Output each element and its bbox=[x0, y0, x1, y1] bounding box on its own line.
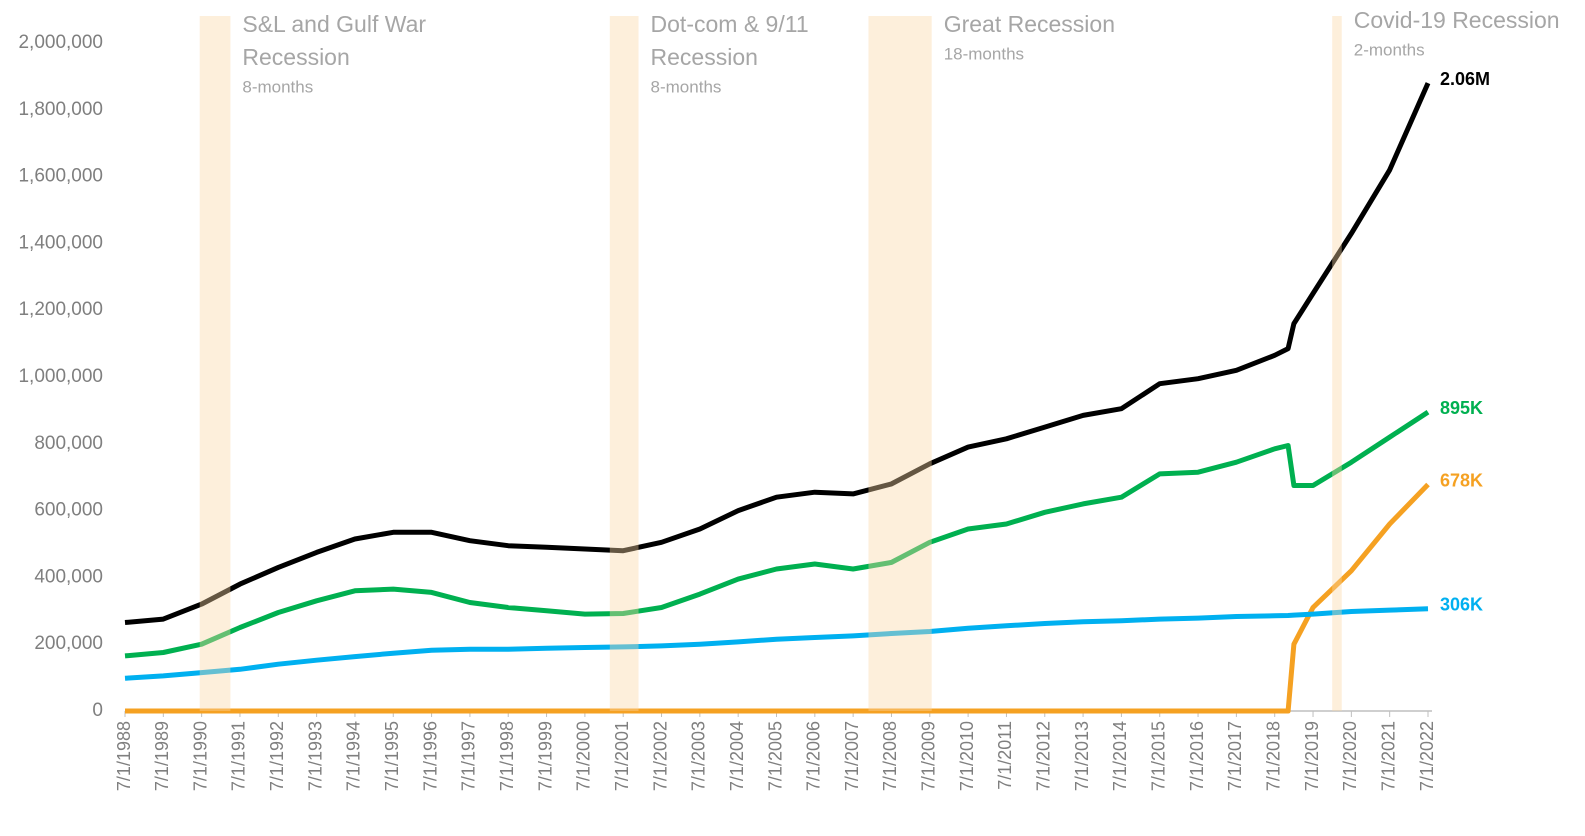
y-tick-label: 1,600,000 bbox=[18, 166, 103, 187]
x-tick-label: 7/1/2020 bbox=[1340, 721, 1360, 791]
x-tick-label: 7/1/1997 bbox=[459, 721, 479, 791]
x-tick-label: 7/1/1991 bbox=[229, 721, 249, 791]
x-tick-label: 7/1/2021 bbox=[1378, 721, 1398, 791]
recession-title: S&L and Gulf War bbox=[242, 11, 426, 37]
x-tick-label: 7/1/2015 bbox=[1148, 721, 1168, 791]
recession-title: Great Recession bbox=[944, 11, 1115, 37]
y-tick-label: 2,000,000 bbox=[18, 32, 103, 53]
y-tick-label: 1,400,000 bbox=[18, 232, 103, 253]
recession-band bbox=[199, 16, 231, 711]
recession-title: Dot-com & 9/11 bbox=[651, 11, 809, 37]
recession-duration: 8-months bbox=[242, 77, 313, 96]
recession-duration: 18-months bbox=[944, 44, 1024, 63]
series-line bbox=[124, 410, 1430, 659]
x-tick-label: 7/1/2006 bbox=[804, 721, 824, 791]
x-tick-label: 7/1/2019 bbox=[1302, 721, 1322, 791]
x-tick-label: 7/1/1992 bbox=[267, 721, 287, 791]
x-tick-label: 7/1/2013 bbox=[1072, 721, 1092, 791]
x-tick-label: 7/1/2003 bbox=[689, 721, 709, 791]
x-tick-label: 7/1/1988 bbox=[114, 721, 134, 791]
end-label: 895K bbox=[1440, 398, 1483, 418]
recession-title: Covid-19 Recession bbox=[1354, 7, 1560, 33]
x-tick-label: 7/1/1989 bbox=[152, 721, 172, 791]
recession-title: Recession bbox=[651, 44, 758, 70]
y-tick-label: 200,000 bbox=[34, 633, 103, 654]
x-tick-label: 7/1/2000 bbox=[574, 721, 594, 791]
end-label: 2.06M bbox=[1440, 69, 1490, 89]
recession-band bbox=[1332, 16, 1342, 711]
x-tick-label: 7/1/2002 bbox=[650, 721, 670, 791]
x-tick-label: 7/1/2012 bbox=[1034, 721, 1054, 791]
recession-title: Recession bbox=[242, 44, 349, 70]
x-tick-label: 7/1/2008 bbox=[880, 721, 900, 791]
x-tick-label: 7/1/1993 bbox=[305, 721, 325, 791]
series-line bbox=[124, 82, 1431, 625]
recession-band bbox=[868, 16, 932, 711]
x-tick-label: 7/1/2016 bbox=[1187, 721, 1207, 791]
x-tick-label: 7/1/2022 bbox=[1417, 721, 1437, 791]
series-line bbox=[125, 482, 1430, 714]
x-tick-label: 7/1/1996 bbox=[420, 721, 440, 791]
y-tick-label: 600,000 bbox=[34, 500, 103, 521]
y-tick-label: 1,200,000 bbox=[18, 299, 103, 320]
x-tick-label: 7/1/1999 bbox=[535, 721, 555, 791]
x-tick-label: 7/1/2014 bbox=[1110, 721, 1130, 791]
x-tick-label: 7/1/2018 bbox=[1263, 721, 1283, 791]
y-tick-label: 400,000 bbox=[34, 566, 103, 587]
end-label: 678K bbox=[1440, 470, 1483, 490]
y-tick-label: 0 bbox=[92, 700, 103, 721]
y-tick-label: 1,800,000 bbox=[18, 99, 103, 120]
x-tick-label: 7/1/2010 bbox=[957, 721, 977, 791]
x-tick-label: 7/1/1998 bbox=[497, 721, 517, 791]
x-tick-label: 7/1/1995 bbox=[382, 721, 402, 791]
y-tick-label: 1,000,000 bbox=[18, 366, 103, 387]
x-tick-label: 7/1/2001 bbox=[612, 721, 632, 791]
x-tick-label: 7/1/2011 bbox=[995, 721, 1015, 790]
y-tick-label: 800,000 bbox=[34, 433, 103, 454]
x-tick-label: 7/1/2005 bbox=[765, 721, 785, 791]
recession-band bbox=[609, 16, 639, 711]
recession-duration: 2-months bbox=[1354, 40, 1425, 59]
x-tick-label: 7/1/1994 bbox=[344, 721, 364, 791]
end-label: 306K bbox=[1440, 595, 1483, 615]
x-tick-label: 7/1/2004 bbox=[727, 721, 747, 791]
recession-duration: 8-months bbox=[651, 77, 722, 96]
x-tick-label: 7/1/2009 bbox=[919, 721, 939, 791]
x-tick-label: 7/1/1990 bbox=[190, 721, 210, 791]
x-tick-label: 7/1/2017 bbox=[1225, 721, 1245, 791]
series-line bbox=[124, 606, 1429, 681]
x-tick-label: 7/1/2007 bbox=[842, 721, 862, 791]
